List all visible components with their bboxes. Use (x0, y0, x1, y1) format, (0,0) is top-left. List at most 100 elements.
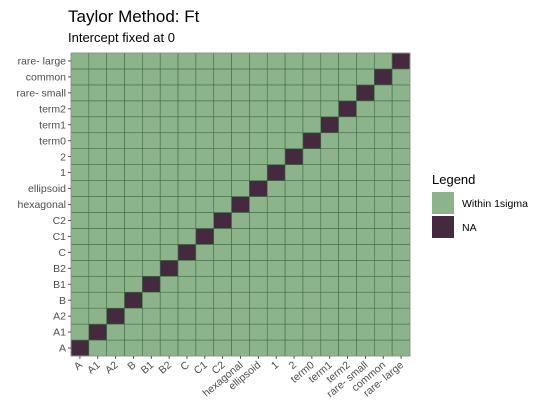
heatmap-cell-within-1sigma (338, 132, 357, 149)
heatmap-cell-within-1sigma (213, 100, 232, 118)
heatmap-cell-within-1sigma (320, 52, 339, 70)
heatmap-cell-within-1sigma (213, 260, 232, 277)
heatmap-cell-within-1sigma (356, 180, 375, 197)
heatmap-cell-within-1sigma (106, 132, 125, 149)
heatmap-cell-within-1sigma (266, 100, 286, 118)
heatmap-cell-within-1sigma (338, 244, 357, 261)
heatmap-cell-within-1sigma (231, 260, 250, 277)
heatmap-cell-within-1sigma (70, 212, 90, 229)
heatmap-cell-within-1sigma (88, 291, 107, 309)
y-tick-label: C2 (53, 215, 67, 227)
heatmap-cell-within-1sigma (374, 323, 393, 341)
heatmap-cell-within-1sigma (195, 291, 215, 309)
y-tick-label: common (26, 72, 66, 84)
heatmap-cell-within-1sigma (213, 339, 232, 357)
heatmap-cell-within-1sigma (106, 291, 125, 309)
heatmap-cell-within-1sigma (231, 291, 250, 309)
heatmap-cell-within-1sigma (338, 275, 357, 293)
heatmap-cell-within-1sigma (142, 228, 161, 245)
y-tick-label: C (58, 247, 66, 259)
heatmap-cell-within-1sigma (356, 164, 375, 181)
heatmap-cell-within-1sigma (338, 68, 357, 86)
heatmap-cell-within-1sigma (106, 100, 125, 118)
heatmap-cell-within-1sigma (177, 275, 197, 293)
heatmap-cell-within-1sigma (266, 244, 286, 261)
heatmap-cell-within-1sigma (356, 132, 375, 149)
heatmap-cell-na (391, 52, 411, 70)
heatmap-cell-within-1sigma (266, 228, 286, 245)
heatmap-cell-within-1sigma (70, 100, 90, 118)
heatmap-cell-within-1sigma (231, 244, 250, 261)
heatmap-cell-within-1sigma (266, 323, 286, 341)
heatmap-cell-within-1sigma (124, 307, 143, 325)
heatmap-cell-within-1sigma (302, 244, 322, 261)
heatmap-cell-within-1sigma (374, 132, 393, 149)
heatmap-cell-within-1sigma (213, 164, 232, 181)
x-tick-label: 1 (269, 359, 281, 372)
heatmap-cell-within-1sigma (266, 212, 286, 229)
heatmap-cell-within-1sigma (142, 212, 161, 229)
heatmap-cell-within-1sigma (338, 291, 357, 309)
heatmap-cell-within-1sigma (374, 148, 393, 165)
heatmap-cell-within-1sigma (70, 84, 90, 102)
heatmap-cell-within-1sigma (106, 68, 125, 86)
heatmap-cell-within-1sigma (374, 100, 393, 118)
heatmap-cell-within-1sigma (124, 180, 143, 197)
heatmap-cell-within-1sigma (338, 307, 357, 325)
heatmap-cell-within-1sigma (320, 180, 339, 197)
heatmap-cell-within-1sigma (391, 180, 411, 197)
heatmap-cell-within-1sigma (88, 52, 107, 70)
heatmap-cell-within-1sigma (213, 196, 232, 213)
heatmap-cell-within-1sigma (391, 307, 411, 325)
heatmap-cell-within-1sigma (284, 52, 304, 70)
heatmap-cell-within-1sigma (249, 84, 268, 102)
heatmap-cell-within-1sigma (88, 307, 107, 325)
x-tick-label: B1 (139, 359, 157, 377)
heatmap-cell-within-1sigma (124, 275, 143, 293)
heatmap-cell-within-1sigma (142, 164, 161, 181)
heatmap-cell-within-1sigma (88, 132, 107, 149)
heatmap-cell-within-1sigma (88, 116, 107, 134)
y-tick-label: A1 (53, 327, 66, 339)
heatmap-cell-within-1sigma (356, 196, 375, 213)
heatmap-cell-within-1sigma (159, 307, 179, 325)
heatmap-cell-within-1sigma (88, 164, 107, 181)
heatmap-cell-within-1sigma (249, 52, 268, 70)
heatmap-cell-within-1sigma (284, 100, 304, 118)
heatmap-cell-within-1sigma (302, 180, 322, 197)
heatmap-cell-na (374, 68, 393, 86)
heatmap-cell-within-1sigma (159, 84, 179, 102)
heatmap-cell-within-1sigma (177, 148, 197, 165)
heatmap-cell-within-1sigma (213, 275, 232, 293)
heatmap-cell-within-1sigma (195, 164, 215, 181)
heatmap-cell-within-1sigma (124, 323, 143, 341)
heatmap-cell-within-1sigma (284, 307, 304, 325)
heatmap-cell-na (177, 244, 197, 261)
heatmap-cell-within-1sigma (195, 212, 215, 229)
heatmap-cell-within-1sigma (106, 52, 125, 70)
heatmap-cell-within-1sigma (391, 84, 411, 102)
heatmap-cell-within-1sigma (320, 339, 339, 357)
heatmap-cell-within-1sigma (302, 148, 322, 165)
heatmap-cell-within-1sigma (266, 148, 286, 165)
heatmap-cell-within-1sigma (284, 180, 304, 197)
heatmap-cell-within-1sigma (356, 275, 375, 293)
heatmap-cell-within-1sigma (320, 68, 339, 86)
heatmap-cell-within-1sigma (391, 275, 411, 293)
chart-subtitle: Intercept fixed at 0 (68, 30, 175, 45)
heatmap-cell-within-1sigma (159, 68, 179, 86)
heatmap-cell-na (231, 196, 250, 213)
heatmap-cell-within-1sigma (302, 212, 322, 229)
heatmap-cell-within-1sigma (195, 68, 215, 86)
y-tick-label: B (59, 295, 66, 307)
heatmap-cell-within-1sigma (302, 307, 322, 325)
heatmap-cell-within-1sigma (374, 307, 393, 325)
heatmap-cell-within-1sigma (284, 323, 304, 341)
heatmap-cell-within-1sigma (356, 228, 375, 245)
heatmap-cell-within-1sigma (159, 275, 179, 293)
heatmap-cell-within-1sigma (231, 212, 250, 229)
heatmap-cell-within-1sigma (142, 180, 161, 197)
heatmap-cell-within-1sigma (356, 307, 375, 325)
heatmap-cell-na (195, 228, 215, 245)
heatmap-cell-within-1sigma (266, 260, 286, 277)
